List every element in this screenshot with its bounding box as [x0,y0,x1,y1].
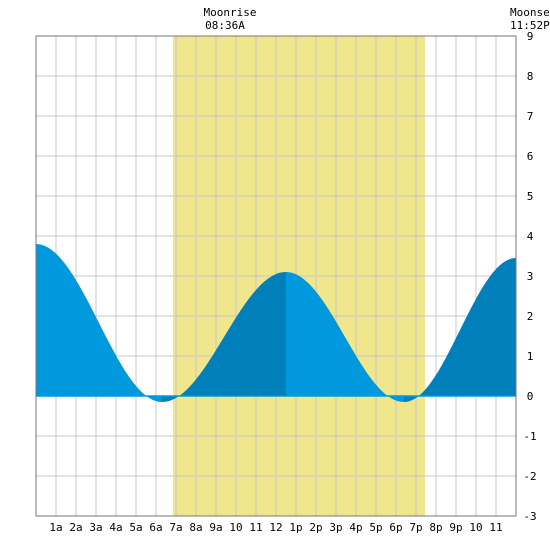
x-tick-label: 2a [69,521,82,534]
x-tick-label: 5p [369,521,382,534]
x-tick-label: 1p [289,521,302,534]
falling-tide-area [286,272,404,402]
y-tick-label: 8 [527,70,534,83]
y-tick-label: 0 [527,390,534,403]
x-tick-label: 9p [449,521,462,534]
x-tick-label: 10 [469,521,482,534]
rising-tide-area [404,258,516,402]
y-tick-label: -2 [523,470,536,483]
x-tick-label: 10 [229,521,242,534]
y-tick-label: -1 [523,430,536,443]
x-tick-label: 11 [249,521,262,534]
x-tick-label: 3p [329,521,342,534]
x-tick-label: 8a [189,521,202,534]
y-tick-label: 9 [527,30,534,43]
y-tick-label: 7 [527,110,534,123]
y-tick-label: 4 [527,230,534,243]
moonset-label: Moonset [510,6,550,19]
x-tick-label: 12 [269,521,282,534]
moonrise-time: 08:36A [205,19,245,32]
y-tick-label: 5 [527,190,534,203]
y-tick-label: 6 [527,150,534,163]
x-tick-label: 2p [309,521,322,534]
x-tick-label: 6p [389,521,402,534]
x-tick-label: 8p [429,521,442,534]
moonrise-label: Moonrise [204,6,257,19]
rising-tide-area [162,272,286,402]
x-tick-label: 1a [49,521,62,534]
moonset-time: 11:52P [510,19,550,32]
y-tick-label: 3 [527,270,534,283]
x-tick-label: 6a [149,521,162,534]
x-tick-label: 7p [409,521,422,534]
x-tick-label: 3a [89,521,102,534]
plot-frame [35,35,517,517]
falling-tide-area [36,244,162,402]
x-tick-label: 4a [109,521,122,534]
x-tick-label: 9a [209,521,222,534]
x-tick-label: 5a [129,521,142,534]
x-tick-label: 4p [349,521,362,534]
y-tick-label: 1 [527,350,534,363]
x-tick-label: 7a [169,521,182,534]
x-tick-label: 11 [489,521,502,534]
y-tick-label: -3 [523,510,536,523]
y-tick-label: 2 [527,310,534,323]
